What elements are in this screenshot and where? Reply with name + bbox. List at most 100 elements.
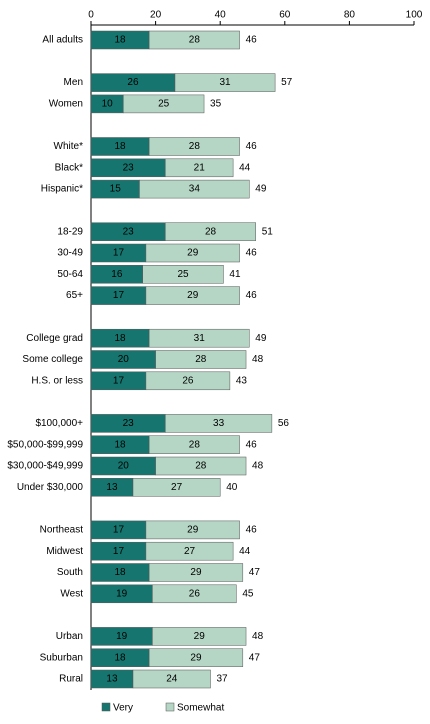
total-label: 35 <box>210 99 222 110</box>
value-label: 19 <box>116 631 128 642</box>
legend-label: Very <box>113 703 133 714</box>
category-label: $30,000-$49,999 <box>7 461 83 472</box>
value-label: 17 <box>113 525 125 536</box>
total-label: 41 <box>229 269 241 280</box>
bar-segment <box>132 669 211 689</box>
category-label: H.S. or less <box>31 375 83 386</box>
bar-segment <box>165 414 273 433</box>
category-label: 30-49 <box>57 248 83 259</box>
value-label: 17 <box>113 290 125 301</box>
total-label: 48 <box>252 631 264 642</box>
value-label: 31 <box>194 333 206 344</box>
category-label: College grad <box>26 333 83 344</box>
total-label: 46 <box>246 525 258 536</box>
x-tick-label: 0 <box>88 10 94 21</box>
value-label: 28 <box>195 354 207 365</box>
value-label: 10 <box>102 99 114 110</box>
category-label: Under $30,000 <box>17 482 84 493</box>
value-label: 18 <box>115 141 127 152</box>
value-label: 29 <box>190 567 202 578</box>
value-label: 17 <box>113 546 125 557</box>
category-label: White* <box>54 141 84 152</box>
total-label: 46 <box>246 141 258 152</box>
value-label: 25 <box>158 99 170 110</box>
value-label: 17 <box>113 375 125 386</box>
value-label: 29 <box>187 290 199 301</box>
bar-segment <box>142 265 224 284</box>
value-label: 21 <box>194 162 206 173</box>
value-label: 23 <box>123 162 135 173</box>
category-label: 65+ <box>66 290 83 301</box>
total-label: 49 <box>255 184 267 195</box>
total-label: 46 <box>246 439 258 450</box>
bar-segment <box>148 648 244 667</box>
value-label: 28 <box>205 226 217 237</box>
total-label: 48 <box>252 461 264 472</box>
value-label: 17 <box>113 248 125 259</box>
value-label: 31 <box>219 77 231 88</box>
total-label: 48 <box>252 354 264 365</box>
legend-label: Somewhat <box>177 703 224 714</box>
value-label: 20 <box>118 461 130 472</box>
total-label: 46 <box>246 290 258 301</box>
category-label: West <box>60 588 83 599</box>
bar-segment <box>148 30 240 50</box>
total-label: 44 <box>239 546 251 557</box>
total-label: 57 <box>281 77 293 88</box>
value-label: 34 <box>189 184 201 195</box>
category-label: Northeast <box>40 525 84 536</box>
category-label: Hispanic* <box>41 184 83 195</box>
category-label: South <box>57 567 83 578</box>
bar-segment <box>145 243 240 263</box>
value-label: 29 <box>187 248 199 259</box>
value-label: 18 <box>115 35 127 46</box>
total-label: 40 <box>226 482 238 493</box>
bar-segment <box>132 478 221 497</box>
bar-segment <box>165 222 256 241</box>
value-label: 27 <box>184 546 196 557</box>
value-label: 28 <box>195 461 207 472</box>
bar-segment <box>145 371 231 391</box>
total-label: 46 <box>246 248 258 259</box>
bar-segment <box>155 456 247 476</box>
value-label: 26 <box>189 588 201 599</box>
category-label: 18-29 <box>57 226 83 237</box>
bar-segment <box>174 73 276 92</box>
total-label: 45 <box>242 588 254 599</box>
x-tick-label: 40 <box>215 10 227 21</box>
total-label: 44 <box>239 162 251 173</box>
x-tick-label: 100 <box>406 10 423 21</box>
value-label: 15 <box>110 184 122 195</box>
value-label: 20 <box>118 354 130 365</box>
x-tick-label: 80 <box>344 10 356 21</box>
value-label: 19 <box>116 588 128 599</box>
value-label: 16 <box>111 269 123 280</box>
category-label: All adults <box>42 35 83 46</box>
bar-segment <box>152 627 247 646</box>
x-tick-label: 60 <box>279 10 291 21</box>
bar-segment <box>152 584 237 604</box>
bar-segment <box>148 137 240 156</box>
bar-segment <box>139 179 250 199</box>
value-label: 23 <box>123 226 135 237</box>
bar-segment <box>165 158 234 178</box>
value-label: 28 <box>189 35 201 46</box>
value-label: 29 <box>194 631 206 642</box>
value-label: 29 <box>190 652 202 663</box>
total-label: 56 <box>278 418 290 429</box>
value-label: 33 <box>213 418 225 429</box>
value-label: 28 <box>189 439 201 450</box>
value-label: 24 <box>166 674 178 685</box>
category-label: $100,000+ <box>35 418 83 429</box>
category-label: Suburban <box>40 652 83 663</box>
total-label: 46 <box>246 35 258 46</box>
value-label: 28 <box>189 141 201 152</box>
category-label: Midwest <box>46 546 83 557</box>
x-tick-label: 20 <box>150 10 162 21</box>
value-label: 27 <box>171 482 183 493</box>
total-label: 37 <box>217 674 229 685</box>
category-label: Black* <box>55 162 83 173</box>
category-label: Some college <box>22 354 83 365</box>
value-label: 18 <box>115 333 127 344</box>
category-label: Men <box>64 77 83 88</box>
